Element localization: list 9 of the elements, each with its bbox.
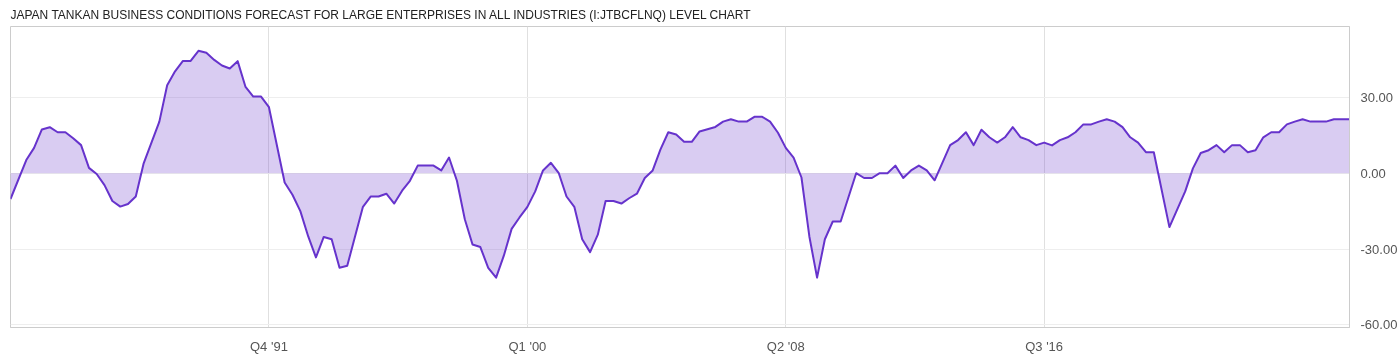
x-tick-label: Q2 '08 [766, 338, 805, 354]
y-tick-label: 0.00 [1360, 165, 1386, 181]
x-tick-label: Q1 '00 [508, 338, 547, 354]
y-tick-label: 30.00 [1360, 89, 1394, 105]
y-tick-label: -60.00 [1360, 317, 1398, 333]
x-tick-label: Q3 '16 [1025, 338, 1064, 354]
chart-title: JAPAN TANKAN BUSINESS CONDITIONS FORECAST FOR LARGE ENTERPRISES IN ALL INDUSTRIES (I:JTBCFLNQ) LEVEL CHART [10, 7, 752, 22]
x-tick-label: Q4 '91 [250, 338, 288, 354]
y-tick-label: -30.00 [1360, 241, 1398, 257]
